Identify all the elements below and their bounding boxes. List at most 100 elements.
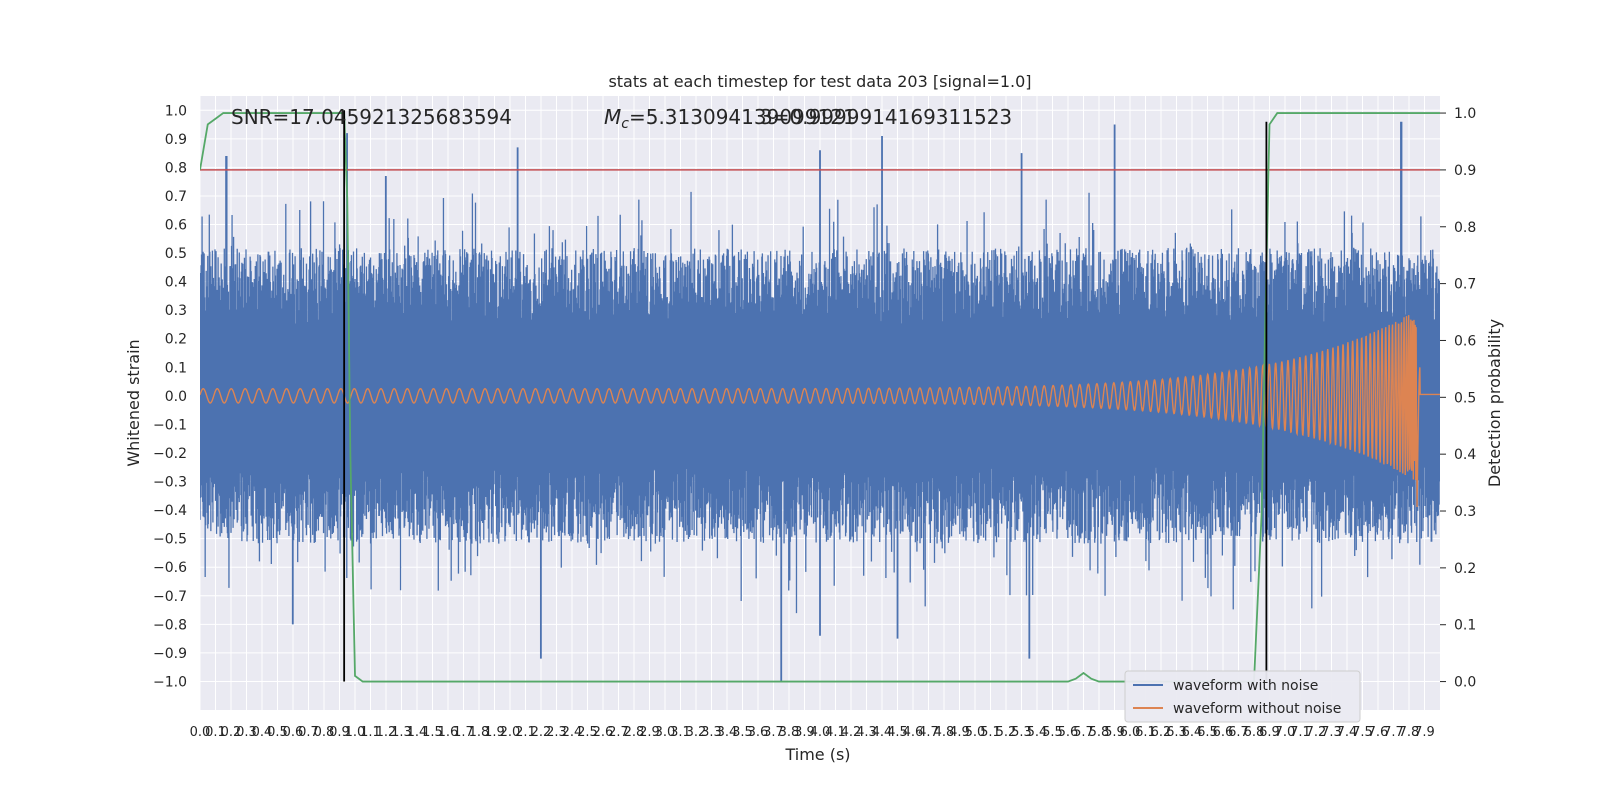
x-tick-label: 1.0 bbox=[345, 725, 366, 740]
x-tick-label: 5.6 bbox=[1058, 725, 1079, 740]
x-tick-label: 6.6 bbox=[1213, 725, 1234, 740]
y-tick-label: 0.5 bbox=[165, 246, 187, 262]
x-tick-label: 6.5 bbox=[1197, 725, 1218, 740]
y-tick-label: −0.2 bbox=[153, 446, 187, 462]
y-tick-label: 0.6 bbox=[165, 218, 187, 234]
x-tick-label: 6.8 bbox=[1244, 725, 1265, 740]
x-tick-label: 4.5 bbox=[887, 725, 908, 740]
x-tick-label: 6.2 bbox=[1151, 725, 1172, 740]
x-tick-label: 2.9 bbox=[639, 725, 660, 740]
x-tick-label: 2.3 bbox=[546, 725, 567, 740]
x-tick-label: 6.0 bbox=[1120, 725, 1141, 740]
y-axis-label: Whitened strain bbox=[124, 339, 143, 466]
x-tick-label: 7.9 bbox=[1414, 725, 1435, 740]
x-tick-label: 4.1 bbox=[825, 725, 846, 740]
x-tick-label: 3.8 bbox=[779, 725, 800, 740]
x-tick-label: 1.7 bbox=[453, 725, 474, 740]
x-tick-label: 3.9 bbox=[794, 725, 815, 740]
y-tick-label: −0.7 bbox=[153, 589, 187, 605]
y-tick-label: 0.9 bbox=[165, 132, 187, 148]
y-tick-label: −0.1 bbox=[153, 417, 187, 433]
x-tick-label: 4.0 bbox=[810, 725, 831, 740]
y-tick-label: −0.4 bbox=[153, 503, 187, 519]
y-tick-label: 1.0 bbox=[165, 103, 187, 119]
y2-tick-label: 0.4 bbox=[1454, 447, 1476, 463]
annotation-chirp-mass: Mc=5.313094139099121 bbox=[604, 105, 856, 132]
clean-waveform-trace bbox=[200, 315, 1440, 507]
x-tick-label: 5.5 bbox=[1042, 725, 1063, 740]
x-tick-label: 5.0 bbox=[965, 725, 986, 740]
x-tick-label: 3.0 bbox=[655, 725, 676, 740]
x-tick-label: 4.7 bbox=[918, 725, 939, 740]
x-tick-label: 7.0 bbox=[1275, 725, 1296, 740]
x-tick-label: 1.1 bbox=[360, 725, 381, 740]
x-tick-label: 7.8 bbox=[1399, 725, 1420, 740]
x-tick-label: 1.3 bbox=[391, 725, 412, 740]
y2-tick-label: 0.2 bbox=[1454, 561, 1476, 577]
x-tick-label: 6.7 bbox=[1228, 725, 1249, 740]
annotation-overlap: 3=0.9999914169311523 bbox=[760, 105, 1012, 129]
x-axis-label: Time (s) bbox=[784, 745, 850, 764]
x-tick-label: 1.8 bbox=[469, 725, 490, 740]
x-tick-label: 6.4 bbox=[1182, 725, 1203, 740]
x-tick-label: 6.1 bbox=[1135, 725, 1156, 740]
y2-tick-label: 0.8 bbox=[1454, 220, 1476, 236]
x-tick-label: 0.2 bbox=[221, 725, 242, 740]
x-tick-label: 2.1 bbox=[515, 725, 536, 740]
y-tick-label: −0.6 bbox=[153, 560, 187, 576]
series-waveform-without-noise bbox=[200, 315, 1440, 507]
legend-label-clean: waveform without noise bbox=[1173, 701, 1341, 717]
x-tick-label: 7.5 bbox=[1352, 725, 1373, 740]
x-tick-label: 2.8 bbox=[624, 725, 645, 740]
x-tick-label: 4.8 bbox=[934, 725, 955, 740]
y2-tick-label: 0.7 bbox=[1454, 277, 1476, 293]
annotation-snr: SNR=17.045921325683594 bbox=[231, 105, 512, 129]
x-tick-label: 7.1 bbox=[1290, 725, 1311, 740]
x-tick-label: 2.2 bbox=[531, 725, 552, 740]
x-tick-label: 2.0 bbox=[500, 725, 521, 740]
x-tick-label: 3.6 bbox=[748, 725, 769, 740]
x-tick-label: 1.2 bbox=[376, 725, 397, 740]
x-tick-label: 7.6 bbox=[1368, 725, 1389, 740]
x-tick-label: 2.6 bbox=[593, 725, 614, 740]
y-tick-label: 0.2 bbox=[165, 332, 187, 348]
x-tick-label: 7.4 bbox=[1337, 725, 1358, 740]
detection-probability-line bbox=[200, 112, 1440, 683]
x-tick-label: 1.6 bbox=[438, 725, 459, 740]
x-tick-label: 0.9 bbox=[329, 725, 350, 740]
legend-label-noisy: waveform with noise bbox=[1173, 678, 1318, 694]
x-tick-label: 7.3 bbox=[1321, 725, 1342, 740]
x-tick-label: 2.7 bbox=[608, 725, 629, 740]
x-tick-label: 4.9 bbox=[949, 725, 970, 740]
x-tick-label: 2.4 bbox=[562, 725, 583, 740]
x-tick-label: 3.5 bbox=[732, 725, 753, 740]
y-tick-label: 0.0 bbox=[165, 389, 187, 405]
x-tick-label: 3.7 bbox=[763, 725, 784, 740]
x-tick-label: 5.7 bbox=[1073, 725, 1094, 740]
y2-tick-label: 0.3 bbox=[1454, 504, 1476, 520]
chart-title: stats at each timestep for test data 203… bbox=[608, 72, 1031, 91]
x-tick-label: 5.8 bbox=[1089, 725, 1110, 740]
y2-tick-label: 1.0 bbox=[1454, 106, 1476, 122]
legend-box bbox=[1124, 670, 1361, 723]
x-tick-label: 3.4 bbox=[717, 725, 738, 740]
x-tick-label: 3.3 bbox=[701, 725, 722, 740]
x-tick-label: 3.2 bbox=[686, 725, 707, 740]
y-tick-label: −0.8 bbox=[153, 617, 187, 633]
x-tick-label: 0.5 bbox=[267, 725, 288, 740]
x-tick-label: 0.1 bbox=[205, 725, 226, 740]
x-tick-label: 0.0 bbox=[190, 725, 211, 740]
y2-axis-ticks: 0.0 0.1 0.2 0.3 0.4 0.5 0.6 0.7 0.8 0.9 1.0 bbox=[1440, 106, 1476, 691]
y-tick-label: −0.3 bbox=[153, 475, 187, 491]
annotation-chirp-mass-symbol: M bbox=[604, 105, 621, 129]
y-tick-label: −0.5 bbox=[153, 532, 187, 548]
x-axis-ticks: 0.00.10.20.30.40.50.60.70.80.91.01.11.21… bbox=[190, 725, 1435, 740]
x-tick-label: 4.4 bbox=[872, 725, 893, 740]
x-tick-label: 0.3 bbox=[236, 725, 257, 740]
x-tick-label: 5.3 bbox=[1011, 725, 1032, 740]
y2-tick-label: 0.5 bbox=[1454, 390, 1476, 406]
y2-tick-label: 0.1 bbox=[1454, 618, 1476, 634]
x-tick-label: 4.3 bbox=[856, 725, 877, 740]
y-tick-label: 0.8 bbox=[165, 160, 187, 176]
